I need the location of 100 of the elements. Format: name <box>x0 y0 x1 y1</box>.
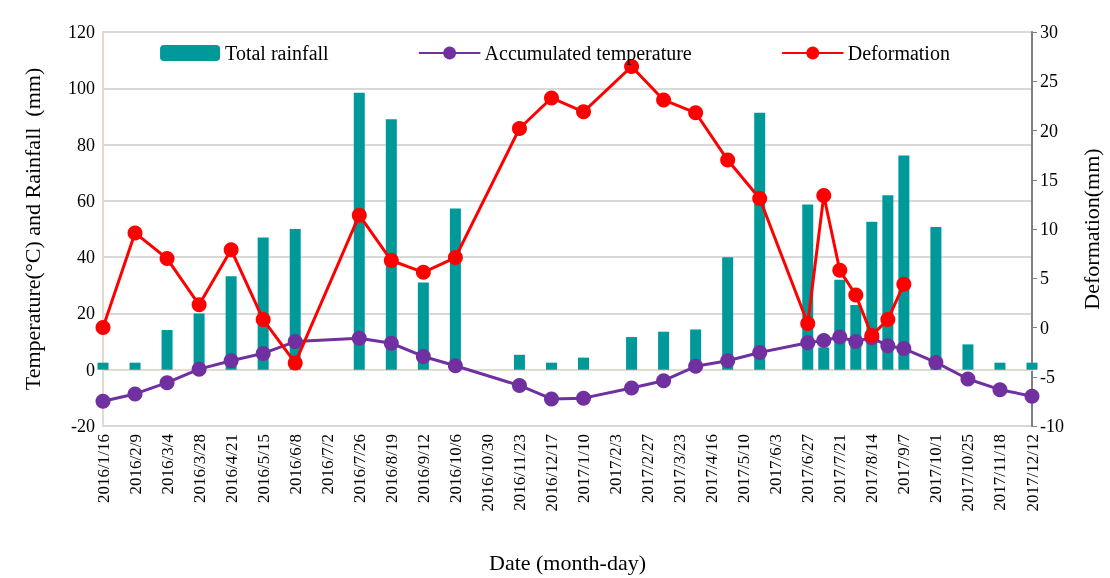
x-tick-label: 2016/7/26 <box>349 434 369 503</box>
x-tick-label: 2016/5/15 <box>253 434 273 503</box>
bar <box>1026 362 1038 370</box>
x-tick-label: 2016/2/9 <box>125 434 145 495</box>
point <box>576 104 592 120</box>
y2-tick-label: -10 <box>1040 416 1064 436</box>
legend-label: Accumulated temperature <box>484 42 692 65</box>
point <box>159 251 175 267</box>
legend-label: Deformation <box>847 42 950 64</box>
point <box>95 393 111 409</box>
point <box>351 207 367 223</box>
y2-tick-label: 20 <box>1040 120 1058 141</box>
x-tick-label: 2017/2/3 <box>606 434 626 495</box>
point <box>624 380 640 396</box>
point <box>656 92 672 108</box>
point <box>1024 388 1040 404</box>
y2-tick-label: 10 <box>1040 219 1058 239</box>
point <box>576 390 592 406</box>
point <box>383 335 399 351</box>
x-tick-label: 2016/1/16 <box>93 434 113 503</box>
point <box>95 320 111 335</box>
y2-tick-label: 25 <box>1040 71 1058 92</box>
point <box>511 121 527 137</box>
x-tick-label: 2017/2/27 <box>638 433 658 503</box>
point <box>159 375 175 391</box>
x-tick-label: 2016/6/8 <box>285 434 305 495</box>
x-axis-title: Date (month-day) <box>489 549 646 575</box>
point <box>992 382 1008 398</box>
y2-tick-label: 15 <box>1040 169 1058 190</box>
bar <box>994 362 1006 370</box>
x-tick-label: 2016/10/30 <box>477 434 497 512</box>
point <box>752 190 768 206</box>
x-tick-label: 2017/6/3 <box>766 434 786 495</box>
bar <box>818 347 830 370</box>
point <box>832 262 848 278</box>
point <box>720 152 736 168</box>
y-tick-label: 0 <box>86 359 95 380</box>
point <box>816 188 832 204</box>
point <box>255 345 271 361</box>
y-tick-label: 40 <box>77 247 95 268</box>
point <box>928 354 944 370</box>
point <box>688 358 704 374</box>
bar <box>97 362 109 370</box>
point <box>800 335 816 351</box>
point <box>223 353 239 369</box>
point <box>127 386 143 402</box>
x-tick-label: 2017/6/27 <box>798 433 818 503</box>
x-tick-label: 2017/9/7 <box>894 433 914 495</box>
point <box>544 90 559 106</box>
x-tick-label: 2017/8/14 <box>862 433 882 503</box>
bar <box>658 331 670 370</box>
y-tick-label: 100 <box>68 78 95 99</box>
x-tick-label: 2016/12/17 <box>541 433 561 512</box>
x-tick-label: 2016/3/4 <box>157 433 177 495</box>
x-tick-label: 2016/4/21 <box>221 434 241 503</box>
bar <box>129 362 141 370</box>
y-tick-label: 60 <box>77 190 95 211</box>
point <box>511 377 527 393</box>
point <box>223 242 239 258</box>
x-tick-label: 2017/4/16 <box>702 434 722 503</box>
point <box>656 373 672 389</box>
point <box>127 225 143 241</box>
x-tick-label: 2017/1/10 <box>574 434 594 503</box>
x-tick-label: 2016/7/2 <box>317 434 337 495</box>
point <box>287 355 303 371</box>
x-tick-label: 2016/3/28 <box>189 434 209 503</box>
y-tick-label: 120 <box>68 22 95 42</box>
point <box>351 330 367 346</box>
bar <box>626 337 638 370</box>
point <box>880 338 896 354</box>
point <box>255 312 271 328</box>
point <box>544 391 559 407</box>
y2-tick-label: 30 <box>1040 22 1058 42</box>
point <box>191 361 207 377</box>
point <box>848 334 864 350</box>
point <box>447 250 463 266</box>
x-tick-label: 2017/10/1 <box>926 434 946 503</box>
y2-axis-title: Deformation(mm) <box>1078 148 1104 310</box>
point <box>752 345 768 361</box>
bar <box>545 362 557 370</box>
x-tick-label: 2016/8/19 <box>381 434 401 503</box>
bar <box>513 354 525 370</box>
x-tick-label: 2017/5/10 <box>734 434 754 503</box>
point <box>896 276 912 292</box>
point <box>832 329 848 345</box>
point <box>848 287 864 303</box>
y-tick-label: 80 <box>77 134 95 155</box>
y-axis-title: Temperature(°C) and Rainfall (mm) <box>19 67 45 391</box>
y2-tick-label: -5 <box>1040 366 1055 387</box>
y-tick-label: -20 <box>71 416 95 436</box>
bar <box>161 330 173 370</box>
point <box>191 297 207 313</box>
y2-tick-label: 0 <box>1040 317 1049 338</box>
point <box>415 264 431 280</box>
point <box>447 358 463 374</box>
point <box>415 348 431 364</box>
x-tick-label: 2016/10/6 <box>445 434 465 503</box>
point <box>800 316 816 332</box>
point <box>383 253 399 269</box>
x-tick-label: 2017/11/18 <box>990 434 1010 511</box>
